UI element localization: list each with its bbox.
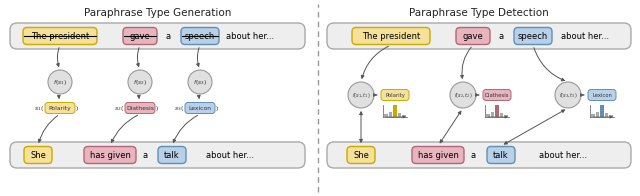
Text: has given: has given [417, 151, 458, 160]
Circle shape [450, 82, 476, 108]
Text: She: She [353, 151, 369, 160]
Text: a: a [165, 32, 171, 41]
Circle shape [555, 82, 581, 108]
Text: Lexicon: Lexicon [592, 93, 612, 97]
Bar [486, 114, 490, 117]
Text: Diathesis: Diathesis [484, 93, 509, 97]
Text: gave: gave [130, 32, 150, 41]
Text: a: a [499, 32, 504, 41]
Bar [600, 105, 604, 117]
FancyBboxPatch shape [10, 23, 305, 49]
FancyBboxPatch shape [125, 103, 155, 113]
Text: Paraphrase Type Generation: Paraphrase Type Generation [84, 8, 231, 18]
Text: The president: The president [362, 32, 420, 41]
FancyBboxPatch shape [352, 27, 430, 44]
Text: a: a [470, 151, 476, 160]
Bar [397, 113, 401, 117]
Text: a: a [143, 151, 148, 160]
Text: $f(s_3)$: $f(s_3)$ [193, 77, 207, 86]
FancyBboxPatch shape [123, 27, 157, 44]
Text: She: She [30, 151, 46, 160]
Bar [596, 112, 599, 117]
Text: $f(s_2)$: $f(s_2)$ [133, 77, 147, 86]
Text: $f(s_3,t_3)$: $f(s_3,t_3)$ [559, 91, 577, 100]
Circle shape [348, 82, 374, 108]
Bar [403, 115, 406, 117]
FancyBboxPatch shape [381, 90, 409, 101]
Text: talk: talk [164, 151, 180, 160]
Text: about her...: about her... [206, 151, 254, 160]
Bar [500, 113, 503, 117]
Bar [609, 115, 612, 117]
Circle shape [48, 70, 72, 94]
Bar [393, 105, 397, 117]
Text: $f(s_1,t_1)$: $f(s_1,t_1)$ [351, 91, 371, 100]
FancyBboxPatch shape [412, 146, 464, 163]
Text: $s_3$(: $s_3$( [174, 103, 184, 113]
Bar [388, 112, 392, 117]
FancyBboxPatch shape [487, 146, 515, 163]
FancyBboxPatch shape [84, 146, 136, 163]
FancyBboxPatch shape [23, 27, 97, 44]
Circle shape [128, 70, 152, 94]
Bar [591, 114, 595, 117]
Bar [605, 113, 608, 117]
FancyBboxPatch shape [327, 142, 631, 168]
Text: about her...: about her... [539, 151, 587, 160]
FancyBboxPatch shape [24, 146, 52, 163]
Text: talk: talk [493, 151, 509, 160]
Text: Polarity: Polarity [49, 105, 71, 111]
Text: Lexicon: Lexicon [189, 105, 211, 111]
Text: $s_2$(: $s_2$( [114, 103, 124, 113]
FancyBboxPatch shape [347, 146, 375, 163]
Text: The president: The president [31, 32, 89, 41]
FancyBboxPatch shape [158, 146, 186, 163]
Bar [495, 105, 499, 117]
Text: Diathesis: Diathesis [126, 105, 154, 111]
Bar [491, 112, 494, 117]
Text: about her...: about her... [561, 32, 609, 41]
Text: ): ) [216, 105, 218, 111]
FancyBboxPatch shape [456, 27, 490, 44]
FancyBboxPatch shape [45, 103, 75, 113]
Text: about her...: about her... [226, 32, 274, 41]
FancyBboxPatch shape [514, 27, 552, 44]
FancyBboxPatch shape [588, 90, 616, 101]
Text: has given: has given [90, 151, 131, 160]
FancyBboxPatch shape [181, 27, 219, 44]
Text: speech: speech [518, 32, 548, 41]
FancyBboxPatch shape [327, 23, 631, 49]
Text: ): ) [156, 105, 158, 111]
Circle shape [188, 70, 212, 94]
Text: $s_1$(: $s_1$( [34, 103, 44, 113]
FancyBboxPatch shape [483, 90, 511, 101]
Text: Paraphrase Type Detection: Paraphrase Type Detection [409, 8, 549, 18]
Text: speech: speech [185, 32, 215, 41]
Text: ): ) [76, 105, 78, 111]
Text: $f(s_2,t_2)$: $f(s_2,t_2)$ [454, 91, 472, 100]
Bar [384, 114, 388, 117]
FancyBboxPatch shape [10, 142, 305, 168]
Text: gave: gave [463, 32, 483, 41]
Text: $f(s_1)$: $f(s_1)$ [53, 77, 67, 86]
FancyBboxPatch shape [185, 103, 215, 113]
Bar [504, 115, 508, 117]
Text: Polarity: Polarity [385, 93, 405, 97]
